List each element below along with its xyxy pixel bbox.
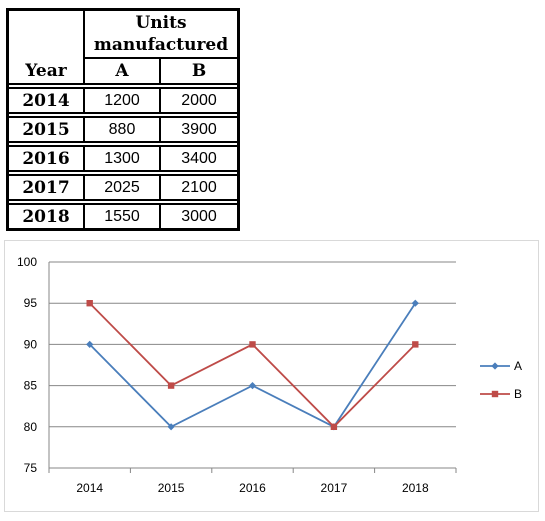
table-row: 2016 1300 3400 bbox=[6, 145, 240, 172]
year-cell: 2017 bbox=[6, 174, 85, 201]
value-a-cell: 2025 bbox=[83, 174, 161, 201]
year-cell: 2014 bbox=[6, 87, 85, 114]
value-b-cell: 3000 bbox=[159, 203, 240, 231]
series-a-point bbox=[167, 423, 175, 431]
series-b-point bbox=[167, 382, 175, 389]
table-row: 2017 2025 2100 bbox=[6, 174, 240, 201]
value-b-cell: 3400 bbox=[159, 145, 240, 172]
col-b-header: B bbox=[159, 57, 240, 85]
value-a-cell: 880 bbox=[83, 116, 161, 143]
x-tick-label: 2015 bbox=[158, 481, 185, 495]
year-cell: 2018 bbox=[6, 203, 85, 231]
value-a-cell: 1200 bbox=[83, 87, 161, 114]
y-tick-label: 85 bbox=[24, 379, 38, 393]
x-tick-label: 2017 bbox=[321, 481, 348, 495]
col-a-header: A bbox=[83, 57, 161, 85]
series-b-line bbox=[89, 302, 416, 429]
units-table: Year Units manufactured A B 2014 1200 200… bbox=[6, 8, 240, 231]
series-b-point bbox=[86, 300, 93, 307]
value-a-cell: 1300 bbox=[83, 145, 161, 172]
y-tick-label: 95 bbox=[24, 296, 38, 310]
value-a-cell: 1550 bbox=[83, 203, 161, 231]
x-tick-label: 2016 bbox=[239, 481, 266, 495]
table-row: 2014 1200 2000 bbox=[6, 87, 240, 114]
legend-b-label: B bbox=[514, 387, 522, 401]
year-cell: 2015 bbox=[6, 116, 85, 143]
units-manufactured-header: Units manufactured bbox=[83, 8, 240, 59]
legend-a-label: A bbox=[514, 359, 522, 373]
legend-a-marker bbox=[491, 362, 499, 370]
y-tick-label: 90 bbox=[24, 337, 38, 351]
y-tick-label: 75 bbox=[24, 461, 38, 475]
x-tick-label: 2014 bbox=[76, 481, 103, 495]
series-b-point bbox=[412, 341, 419, 348]
year-header: Year bbox=[6, 8, 85, 85]
series-b-point bbox=[249, 341, 256, 348]
value-b-cell: 2000 bbox=[159, 87, 240, 114]
y-tick-label: 80 bbox=[24, 420, 38, 434]
table-row: 2015 880 3900 bbox=[6, 116, 240, 143]
legend-b-marker bbox=[491, 390, 499, 398]
table-row: 2018 1550 3000 bbox=[6, 203, 240, 231]
series-a-point bbox=[248, 382, 257, 390]
series-b-point bbox=[330, 423, 338, 430]
x-tick-label: 2018 bbox=[402, 481, 429, 495]
value-b-cell: 2100 bbox=[159, 174, 240, 201]
year-cell: 2016 bbox=[6, 145, 85, 172]
chart-canvas: 100 95 90 85 80 75 2014 2015 2016 2017 2018 AB bbox=[17, 255, 522, 495]
y-tick-label: 100 bbox=[17, 255, 37, 269]
value-b-cell: 3900 bbox=[159, 116, 240, 143]
series-a-line bbox=[89, 302, 417, 428]
line-chart: 100 95 90 85 80 75 2014 2015 2016 2017 2018 A B bbox=[4, 240, 539, 512]
